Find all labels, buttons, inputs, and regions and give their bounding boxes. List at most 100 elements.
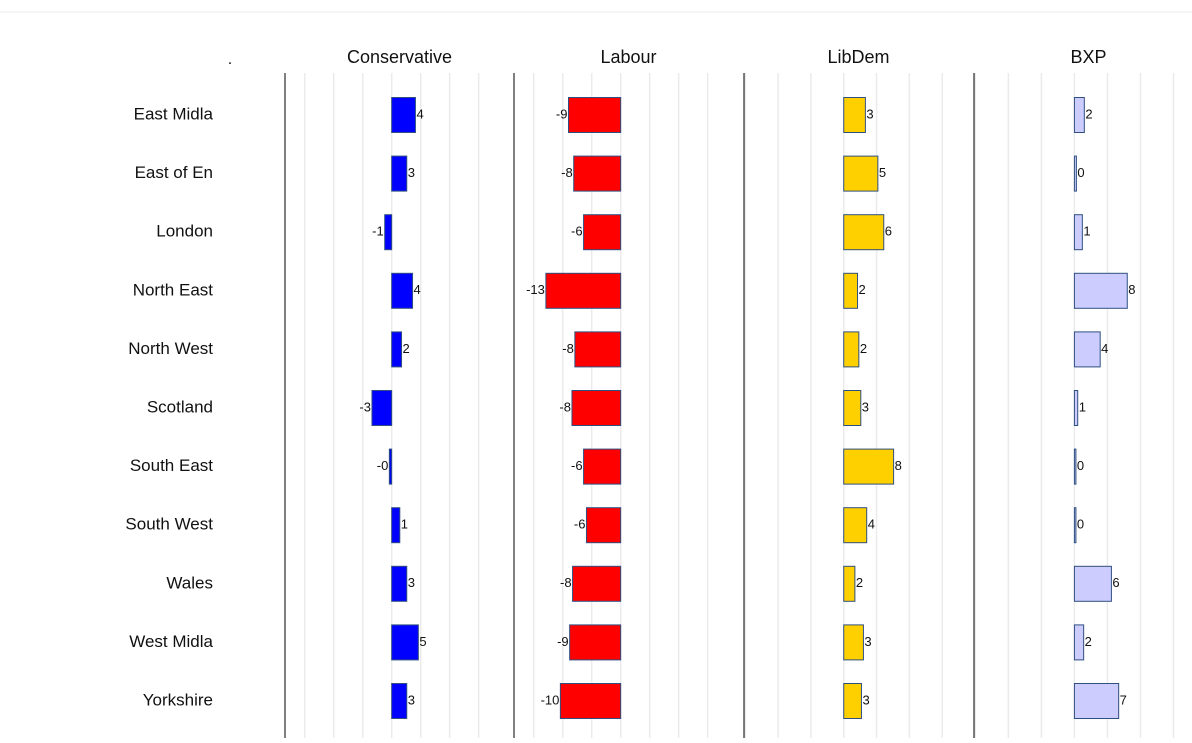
- value-label: 4: [416, 106, 423, 121]
- value-label: -0: [377, 458, 389, 473]
- value-label: 3: [408, 575, 415, 590]
- bar: [583, 448, 622, 485]
- value-label: 6: [1112, 575, 1119, 590]
- bar: [571, 390, 622, 426]
- bar: [585, 507, 622, 544]
- y-tick-label: Yorkshire: [143, 690, 213, 709]
- bar: [843, 565, 856, 602]
- bar: [1073, 97, 1085, 133]
- value-label: 3: [862, 692, 869, 707]
- value-label: 4: [414, 282, 421, 297]
- bar: [371, 390, 393, 426]
- bar: [843, 214, 885, 251]
- value-label: 0: [1077, 458, 1084, 473]
- bar: [391, 331, 403, 368]
- bar: [391, 97, 416, 133]
- value-label: -8: [561, 165, 573, 180]
- bar: [583, 214, 622, 251]
- bar: [391, 565, 408, 602]
- bar: [388, 448, 393, 485]
- value-label: -9: [556, 106, 568, 121]
- bar: [843, 331, 860, 368]
- bar: [1073, 214, 1083, 251]
- y-tick-label: West Midla: [129, 632, 213, 651]
- value-label: 1: [401, 517, 408, 532]
- value-label: 2: [1085, 106, 1092, 121]
- bar: [843, 683, 862, 719]
- value-label: -3: [359, 399, 371, 414]
- value-label: -8: [562, 341, 574, 356]
- bar: [843, 624, 864, 661]
- y-axis-title: .: [228, 51, 232, 68]
- value-label: 1: [1079, 399, 1086, 414]
- panel-title: BXP: [1070, 47, 1106, 67]
- value-label: -1: [372, 224, 384, 239]
- bar: [391, 683, 408, 719]
- y-tick-label: East Midla: [134, 104, 214, 123]
- value-label: 4: [1101, 341, 1108, 356]
- value-label: 2: [856, 575, 863, 590]
- bar: [843, 155, 879, 192]
- bar: [1073, 331, 1101, 368]
- bar: [391, 272, 414, 309]
- y-tick-label: South West: [125, 515, 213, 534]
- panel-title: Labour: [600, 47, 656, 67]
- bar: [843, 390, 862, 426]
- value-label: -6: [574, 517, 586, 532]
- bar: [1073, 272, 1128, 309]
- value-label: 8: [1128, 282, 1135, 297]
- value-label: -8: [560, 575, 572, 590]
- bar: [843, 272, 859, 309]
- bar: [1073, 683, 1120, 719]
- value-label: 3: [864, 634, 871, 649]
- value-label: 7: [1120, 692, 1127, 707]
- value-label: 2: [403, 341, 410, 356]
- bar: [1073, 565, 1112, 602]
- bar: [391, 507, 401, 544]
- bar: [843, 507, 868, 544]
- y-tick-label: North West: [128, 339, 213, 358]
- value-label: -9: [557, 634, 569, 649]
- value-label: 4: [868, 517, 875, 532]
- value-label: 5: [419, 634, 426, 649]
- bar: [574, 331, 622, 368]
- value-label: -13: [526, 282, 545, 297]
- value-label: 3: [408, 165, 415, 180]
- bar: [384, 214, 393, 251]
- bar: [843, 448, 895, 485]
- panel-title: Conservative: [347, 47, 452, 67]
- y-tick-label: North East: [133, 280, 214, 299]
- bar: [1073, 448, 1077, 485]
- value-label: 5: [879, 165, 886, 180]
- y-tick-label: South East: [130, 456, 213, 475]
- value-label: 0: [1077, 517, 1084, 532]
- value-label: 3: [408, 692, 415, 707]
- value-label: 1: [1083, 224, 1090, 239]
- bar: [843, 97, 866, 133]
- value-label: -8: [559, 399, 571, 414]
- value-label: -10: [541, 692, 560, 707]
- bar: [572, 565, 622, 602]
- value-label: -6: [571, 224, 583, 239]
- value-label: 0: [1077, 165, 1084, 180]
- bar: [1073, 507, 1077, 544]
- bar: [567, 97, 622, 133]
- y-tick-label: London: [156, 222, 213, 241]
- bar: [1073, 155, 1077, 192]
- bar: [573, 155, 622, 192]
- bar: [391, 155, 408, 192]
- bar: [545, 272, 622, 309]
- y-tick-label: Wales: [166, 573, 213, 592]
- bar: [1073, 624, 1085, 661]
- value-label: 2: [860, 341, 867, 356]
- y-tick-label: Scotland: [147, 397, 213, 416]
- bar: [559, 683, 622, 719]
- bar: [1073, 390, 1079, 426]
- bar: [391, 624, 419, 661]
- value-label: 2: [1085, 634, 1092, 649]
- value-label: 2: [859, 282, 866, 297]
- bar: [569, 624, 622, 661]
- y-tick-label: East of En: [135, 163, 213, 182]
